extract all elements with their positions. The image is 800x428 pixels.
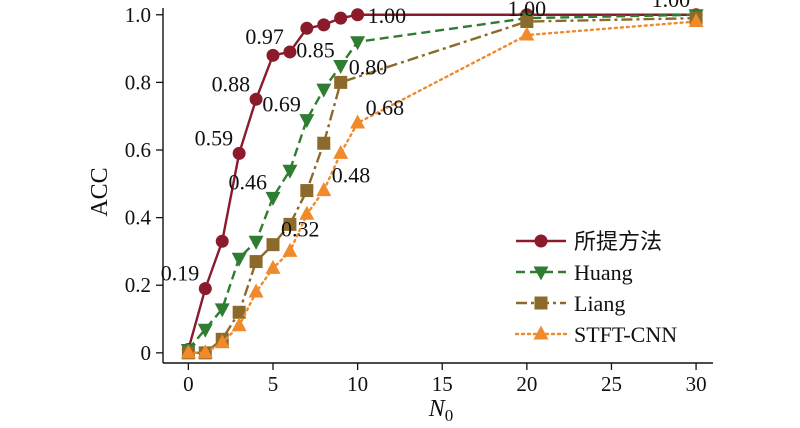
- data-point: [266, 238, 280, 252]
- legend-item: Huang: [516, 260, 633, 285]
- data-point: [282, 242, 298, 257]
- legend: 所提方法 Huang Liang STFT-CNN: [514, 229, 677, 347]
- legend-marker: [534, 234, 548, 248]
- x-tick-label: 0: [183, 372, 194, 396]
- data-label: 0.88: [212, 71, 251, 96]
- legend-marker: [533, 266, 549, 281]
- data-point: [283, 217, 297, 231]
- series-stft-cnn: [180, 13, 704, 359]
- y-tick-label: 0.8: [125, 70, 151, 94]
- data-label: 0.68: [366, 95, 405, 120]
- data-point: [334, 11, 348, 25]
- x-axis-title-subscript: 0: [445, 406, 454, 425]
- data-point: [688, 13, 704, 28]
- legend-item: 所提方法: [516, 229, 662, 254]
- data-label: 0.19: [161, 261, 200, 286]
- data-label: 0.48: [332, 163, 371, 188]
- y-tick-label: 1.0: [125, 3, 151, 27]
- data-point: [214, 303, 230, 318]
- data-point: [333, 144, 349, 159]
- data-point: [351, 8, 365, 22]
- data-point: [249, 255, 263, 269]
- data-point: [180, 344, 196, 359]
- legend-marker: [534, 296, 548, 310]
- data-label: 0.46: [229, 169, 268, 194]
- data-label: 0.69: [262, 92, 301, 117]
- data-point: [231, 317, 247, 332]
- data-point: [334, 75, 348, 89]
- data-point: [265, 259, 281, 274]
- data-point: [299, 205, 315, 220]
- data-point: [265, 191, 281, 206]
- legend-label: Huang: [574, 260, 633, 285]
- x-tick-label: 15: [432, 372, 453, 396]
- y-axis-title: ACC: [87, 167, 113, 216]
- y-tick-label: 0: [141, 341, 152, 365]
- data-point: [266, 48, 280, 62]
- y-tick-label: 0.6: [125, 138, 151, 162]
- data-label: 0.97: [245, 24, 284, 49]
- data-point: [215, 234, 229, 248]
- data-label: 0.80: [349, 54, 388, 79]
- data-point: [519, 26, 535, 41]
- x-axis-ticks: 0 5 10 15 20 25 30: [183, 363, 707, 396]
- data-point: [316, 83, 332, 98]
- legend-item: STFT-CNN: [514, 322, 677, 347]
- legend-label: STFT-CNN: [574, 322, 677, 347]
- data-label: 0.85: [296, 37, 335, 62]
- data-labels: 0.19 0.59 0.88 0.97 1.00 0.46 0.69 0.85 1.00 1.00…: [161, 0, 690, 286]
- x-tick-label: 20: [516, 372, 537, 396]
- x-axis-title: N0: [428, 396, 454, 425]
- x-axis-title-main: N: [428, 396, 447, 422]
- data-point: [350, 36, 366, 51]
- data-point: [299, 114, 315, 129]
- data-point: [214, 334, 230, 349]
- data-point: [197, 323, 213, 338]
- data-label: 1.00: [508, 0, 547, 21]
- legend-marker: [533, 325, 549, 340]
- x-tick-label: 30: [686, 372, 707, 396]
- plot-frame: [162, 8, 713, 364]
- data-label: 1.00: [368, 3, 407, 28]
- data-point: [300, 21, 314, 35]
- x-tick-label: 25: [601, 372, 622, 396]
- data-point: [248, 283, 264, 298]
- data-point: [333, 59, 349, 74]
- data-point: [198, 282, 212, 296]
- y-tick-label: 0.2: [125, 273, 151, 297]
- data-point: [249, 92, 263, 106]
- data-point: [316, 182, 332, 197]
- data-point: [197, 344, 213, 359]
- legend-item: Liang: [516, 291, 625, 316]
- legend-label: 所提方法: [574, 229, 662, 254]
- data-point: [317, 136, 331, 150]
- data-point: [283, 45, 297, 59]
- legend-label: Liang: [574, 291, 625, 316]
- data-point: [300, 184, 314, 198]
- data-point: [317, 18, 331, 32]
- data-point: [231, 252, 247, 267]
- data-label: 0.59: [195, 125, 234, 150]
- data-label: 1.00: [652, 0, 691, 12]
- data-point: [520, 15, 534, 29]
- y-tick-label: 0.4: [125, 206, 152, 230]
- x-tick-label: 10: [347, 372, 368, 396]
- data-point: [232, 305, 246, 319]
- data-point: [282, 164, 298, 179]
- series-line: [188, 16, 697, 355]
- series-layer: [180, 8, 704, 360]
- data-point: [248, 235, 264, 250]
- data-point: [350, 114, 366, 129]
- data-label: 0.32: [281, 217, 320, 242]
- y-axis-ticks: 0 0.2 0.4 0.6 0.8 1.0: [125, 3, 163, 365]
- data-point: [232, 146, 246, 160]
- x-tick-label: 5: [268, 372, 279, 396]
